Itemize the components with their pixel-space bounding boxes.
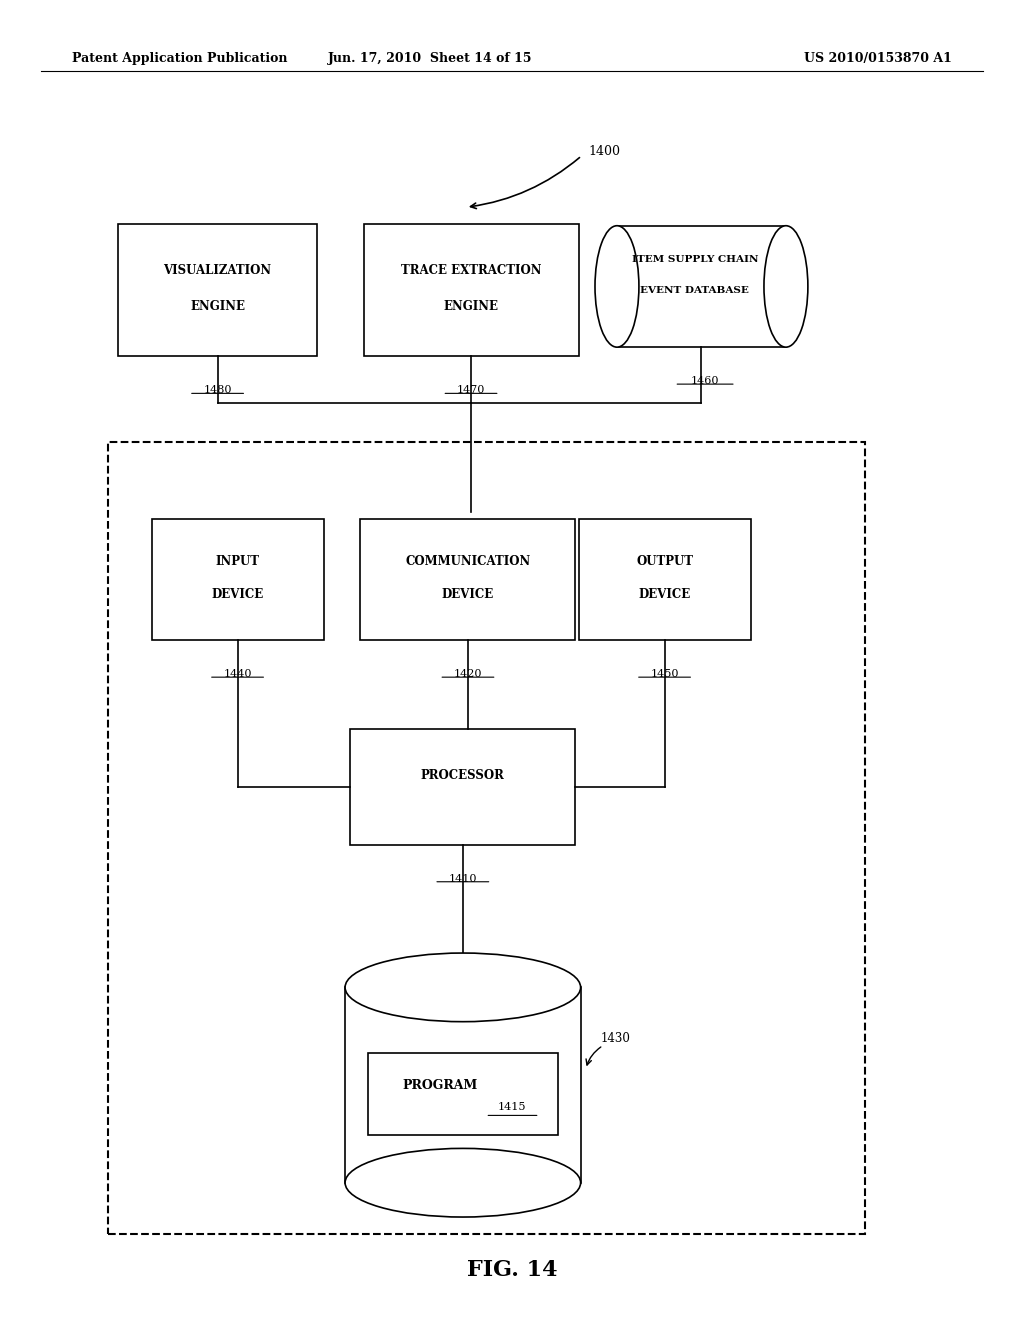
Text: 1450: 1450: [650, 669, 679, 680]
Text: 1420: 1420: [454, 669, 482, 680]
Bar: [345, 987, 581, 1183]
Text: FIG. 14: FIG. 14: [467, 1259, 557, 1280]
Text: PROCESSOR: PROCESSOR: [421, 768, 505, 781]
Bar: [616, 226, 786, 347]
Text: 1410: 1410: [449, 874, 477, 884]
Text: Jun. 17, 2010  Sheet 14 of 15: Jun. 17, 2010 Sheet 14 of 15: [328, 51, 532, 65]
Text: ITEM SUPPLY CHAIN: ITEM SUPPLY CHAIN: [632, 255, 758, 264]
FancyBboxPatch shape: [579, 519, 751, 640]
Text: US 2010/0153870 A1: US 2010/0153870 A1: [805, 51, 952, 65]
Ellipse shape: [764, 226, 808, 347]
Text: 1480: 1480: [204, 385, 231, 396]
Ellipse shape: [345, 953, 581, 1022]
Text: TRACE EXTRACTION: TRACE EXTRACTION: [400, 264, 542, 277]
Text: 1430: 1430: [601, 1032, 631, 1045]
FancyBboxPatch shape: [152, 519, 324, 640]
Text: DEVICE: DEVICE: [441, 587, 495, 601]
Ellipse shape: [595, 226, 639, 347]
Text: ENGINE: ENGINE: [443, 300, 499, 313]
FancyBboxPatch shape: [364, 224, 579, 356]
Text: DEVICE: DEVICE: [211, 587, 264, 601]
Text: PROGRAM: PROGRAM: [402, 1078, 478, 1092]
Text: INPUT: INPUT: [216, 554, 259, 568]
Text: OUTPUT: OUTPUT: [636, 554, 693, 568]
FancyBboxPatch shape: [368, 1053, 558, 1135]
Text: DEVICE: DEVICE: [638, 587, 691, 601]
Ellipse shape: [345, 1148, 581, 1217]
FancyBboxPatch shape: [118, 224, 317, 356]
Text: EVENT DATABASE: EVENT DATABASE: [640, 286, 750, 294]
FancyBboxPatch shape: [350, 729, 575, 845]
Text: 1460: 1460: [691, 376, 719, 387]
Text: Patent Application Publication: Patent Application Publication: [72, 51, 287, 65]
FancyBboxPatch shape: [360, 519, 575, 640]
Text: 1415: 1415: [498, 1102, 526, 1113]
Text: 1470: 1470: [457, 385, 485, 396]
Text: VISUALIZATION: VISUALIZATION: [164, 264, 271, 277]
Text: 1400: 1400: [589, 145, 621, 158]
Text: ENGINE: ENGINE: [190, 300, 245, 313]
Text: 1440: 1440: [223, 669, 252, 680]
Text: COMMUNICATION: COMMUNICATION: [406, 554, 530, 568]
